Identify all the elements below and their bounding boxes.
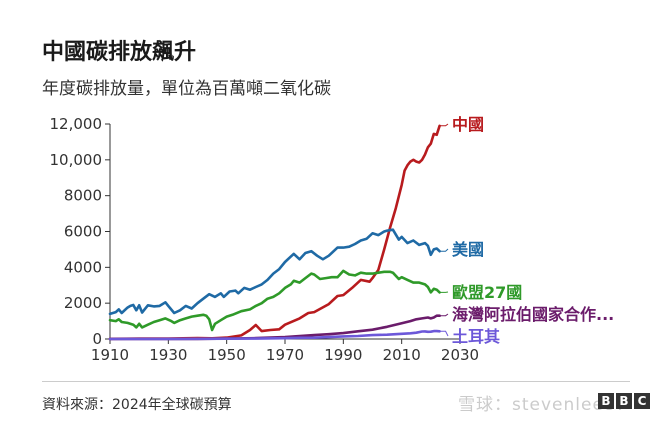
label-leader-line: [439, 248, 449, 252]
source-note: 資料來源：2024年全球碳預算: [42, 397, 232, 413]
watermark: 雪球：stevenlee87: [458, 395, 628, 415]
logo-letter: C: [634, 393, 650, 409]
label-leader-line: [439, 123, 449, 127]
y-tick-label: 10,000: [50, 151, 103, 169]
label-leader-line: [439, 330, 449, 337]
x-tick-label: 1970: [266, 346, 304, 364]
bbc-logo: B B C: [598, 393, 650, 409]
series-line-1: [108, 228, 441, 316]
x-tick-label: 1990: [324, 346, 362, 364]
y-tick-label: 2000: [64, 294, 102, 312]
logo-letter: B: [616, 393, 632, 409]
series-label-1: 美國: [452, 240, 484, 259]
y-tick-label: 6000: [64, 223, 102, 241]
logo-letter: B: [598, 393, 614, 409]
x-tick-label: 1910: [91, 346, 129, 364]
series-label-0: 中國: [452, 115, 484, 134]
label-leader-line: [439, 313, 449, 317]
series-line-4: [108, 329, 441, 341]
series-line-0: [108, 124, 441, 341]
y-tick-label: 8000: [64, 187, 102, 205]
series-line-2: [108, 269, 441, 332]
page-subtitle: 年度碳排放量，單位為百萬噸二氧化碳: [42, 79, 331, 99]
x-tick-label: 1930: [149, 346, 187, 364]
x-tick-label: 2010: [383, 346, 421, 364]
y-tick-label: 12,000: [50, 115, 103, 133]
series-label-2: 歐盟27國: [452, 283, 522, 302]
page-title: 中國碳排放飆升: [42, 40, 197, 65]
x-tick-label: 2030: [441, 346, 479, 364]
y-tick-label: 0: [92, 330, 102, 348]
footer-divider: [42, 381, 630, 382]
y-tick-label: 4000: [64, 258, 102, 276]
series-label-4: 土耳其: [452, 327, 500, 346]
x-tick-label: 1950: [208, 346, 246, 364]
series-label-3: 海灣阿拉伯國家合作...: [452, 305, 614, 324]
